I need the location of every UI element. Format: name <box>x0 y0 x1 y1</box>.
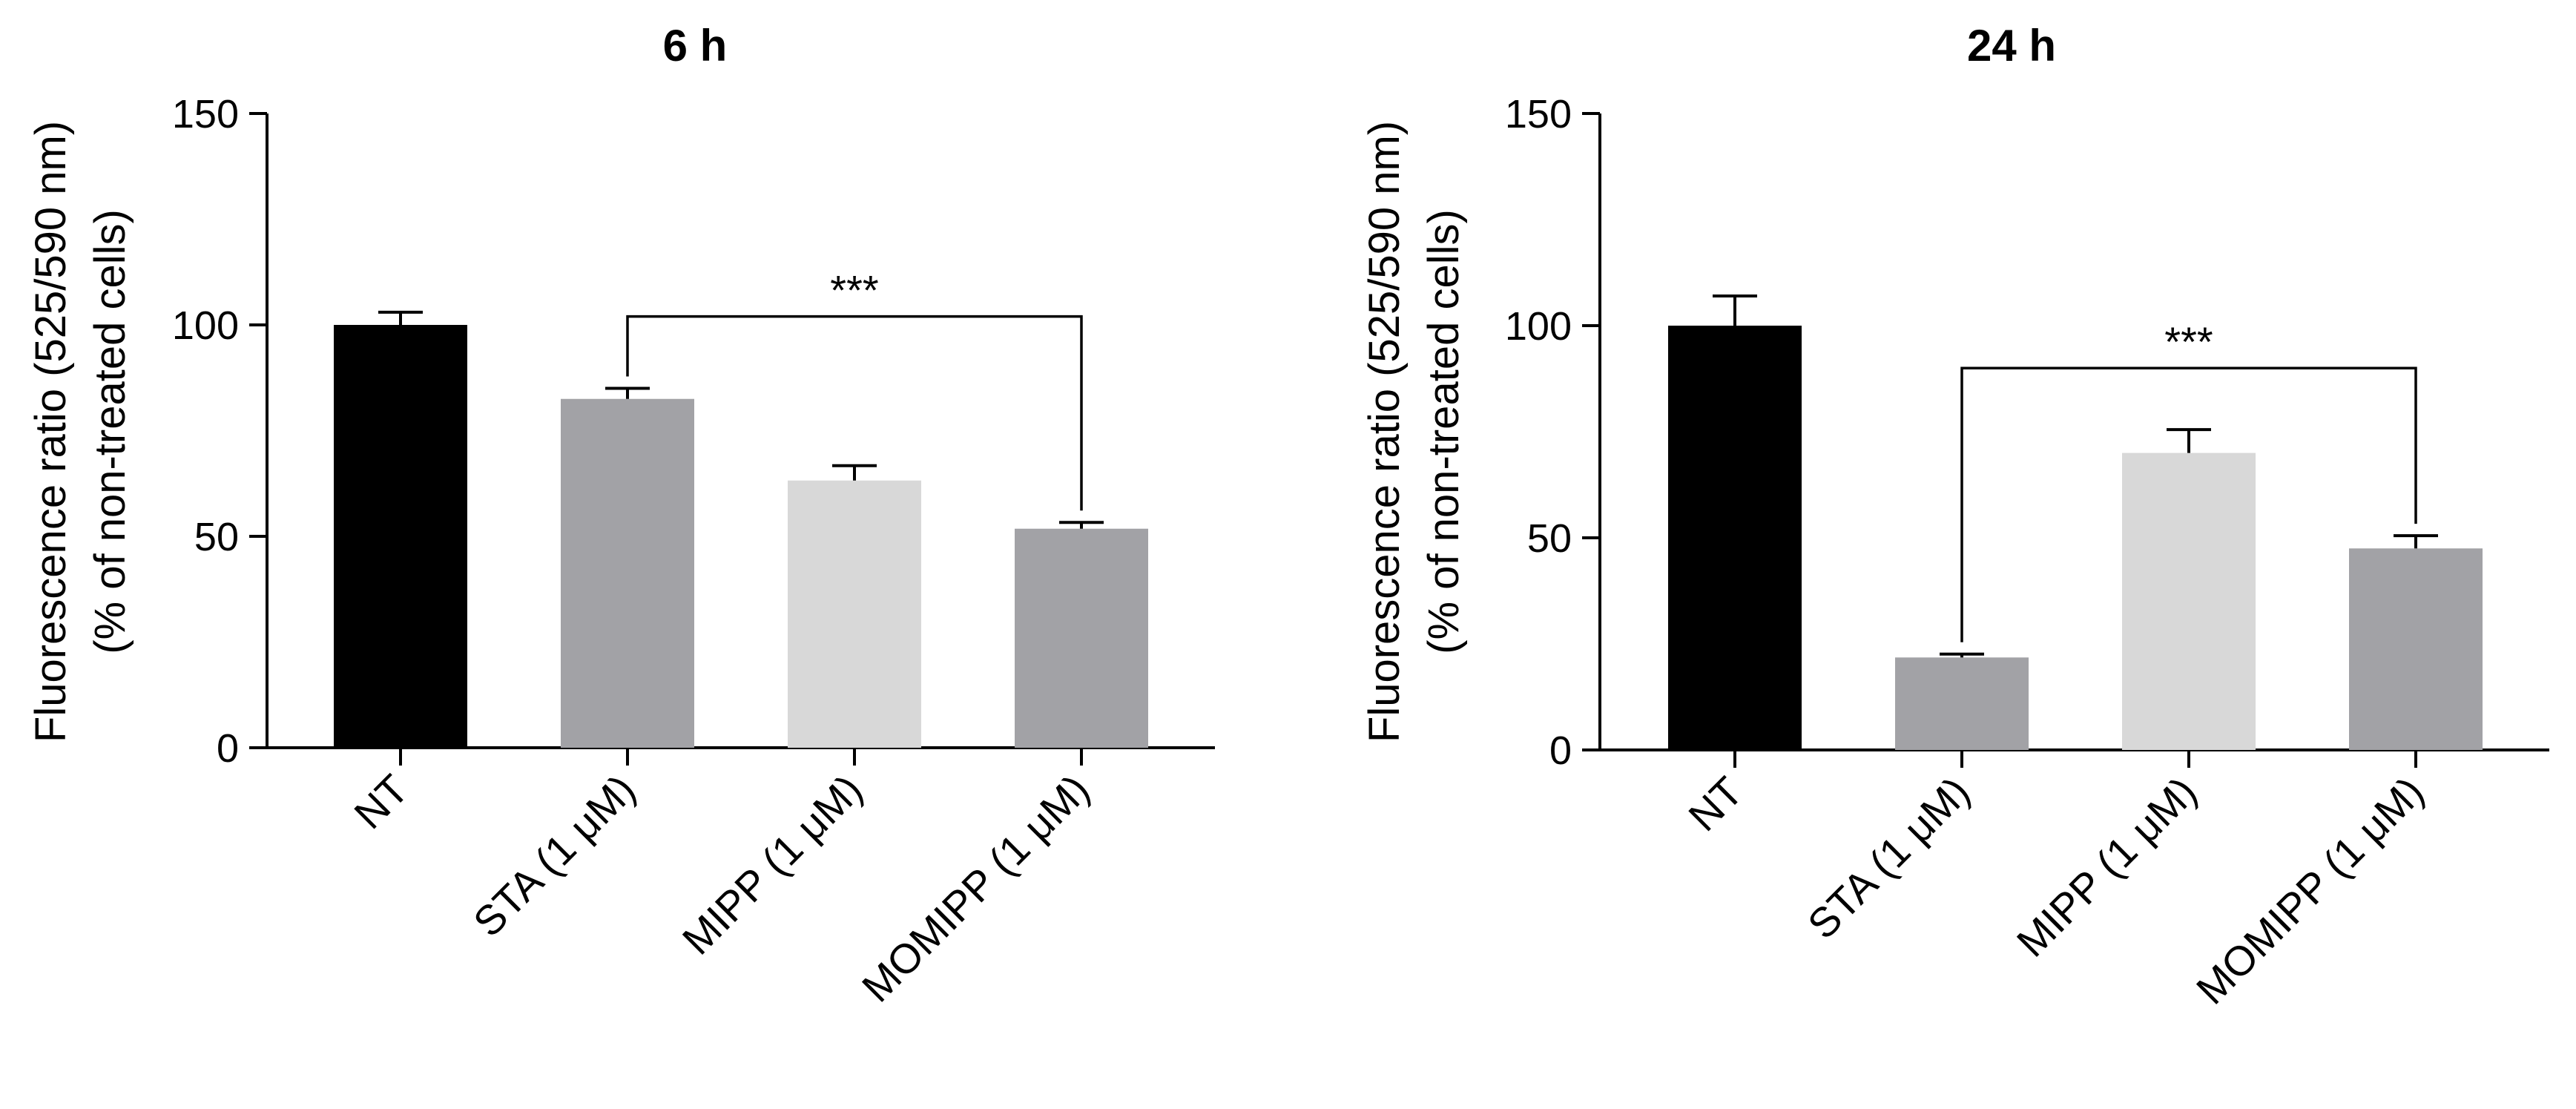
significance-bracket <box>626 315 1083 511</box>
y-tick-label: 150 <box>1505 92 1572 136</box>
chart-panel-24h: 24 h Fluorescence ratio (525/590 nm) (% of… <box>1360 21 2549 1013</box>
significance-label: *** <box>830 267 878 314</box>
y-tick-label: 150 <box>172 92 239 136</box>
y-tick-label: 50 <box>194 515 239 559</box>
x-category-label: MIPP (1 μM) <box>673 766 872 964</box>
y-tick-label: 0 <box>217 726 239 771</box>
significance-label: *** <box>2164 318 2213 365</box>
y-axis-label-line: Fluorescence ratio (525/590 nm) <box>27 121 75 743</box>
y-tick-label: 50 <box>1527 516 1572 561</box>
x-category-label: STA (1 μM) <box>464 766 645 946</box>
bar <box>561 398 694 748</box>
x-category-label: NT <box>1679 768 1751 840</box>
y-tick-label: 0 <box>1549 728 1572 773</box>
y-tick-label: 100 <box>1505 304 1572 349</box>
x-category-label: MIPP (1 μM) <box>2008 768 2206 966</box>
x-category-label: MOMIPP (1 μM) <box>853 766 1098 1011</box>
y-axis-label-line: (% of non-treated cells) <box>1420 209 1468 654</box>
y-axis-label-line: Fluorescence ratio (525/590 nm) <box>1360 121 1409 743</box>
bar <box>1895 657 2029 750</box>
bar <box>2349 548 2483 750</box>
bar <box>1015 528 1148 748</box>
chart-panel-6h: 6 h Fluorescence ratio (525/590 nm) (% of … <box>27 21 1215 1011</box>
bar <box>334 325 467 748</box>
x-category-label: MOMIPP (1 μM) <box>2187 768 2433 1013</box>
x-category-label: STA (1 μM) <box>1799 768 1979 948</box>
bar <box>2122 453 2256 750</box>
y-tick-label: 100 <box>172 303 239 348</box>
bar <box>788 480 921 748</box>
x-category-label: NT <box>345 766 417 837</box>
chart-title: 24 h <box>1967 21 2056 70</box>
y-axis-label-line: (% of non-treated cells) <box>86 209 134 654</box>
chart-title: 6 h <box>663 21 728 70</box>
significance-bracket <box>1960 366 2417 642</box>
bar <box>1668 326 1802 750</box>
